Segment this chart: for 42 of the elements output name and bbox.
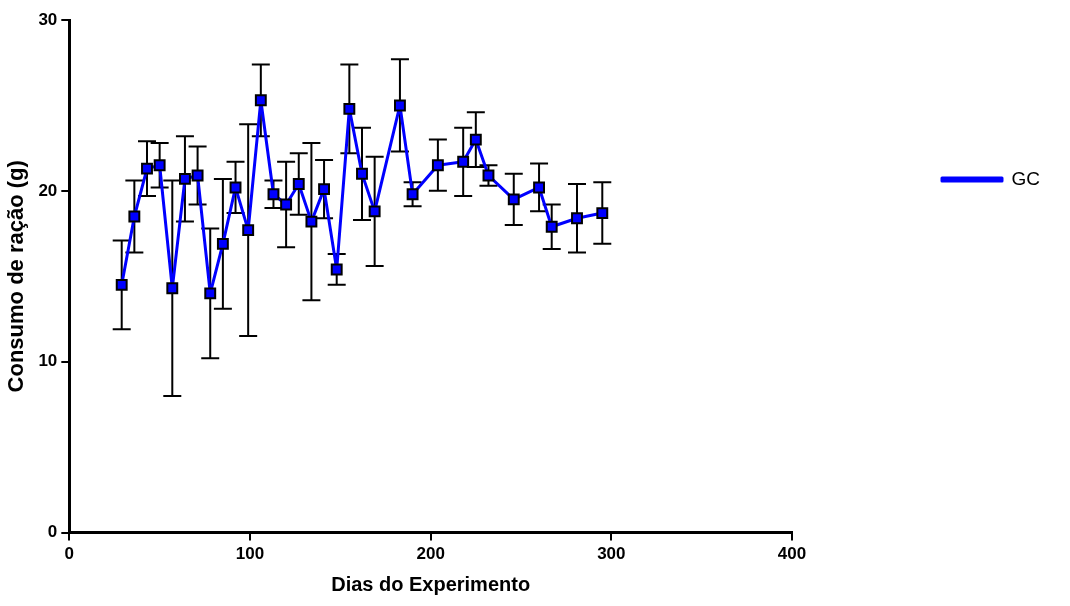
point — [356, 167, 368, 180]
point — [141, 162, 153, 175]
point — [431, 159, 444, 172]
x-tick-label: 100 — [235, 544, 265, 564]
point — [254, 94, 267, 107]
point — [545, 220, 558, 233]
point — [507, 193, 520, 206]
point — [292, 178, 305, 190]
y-tick-label: 30 — [38, 9, 58, 29]
point — [166, 282, 179, 295]
y-tick-label: 0 — [47, 522, 58, 542]
x-tick-label: 0 — [64, 544, 75, 564]
y-tick-label: 20 — [38, 180, 58, 200]
point — [242, 224, 255, 237]
point — [343, 102, 356, 115]
point — [596, 207, 609, 220]
point — [191, 169, 204, 182]
legend-label: GC — [1011, 167, 1040, 189]
point — [393, 99, 406, 112]
y-tick-label: 10 — [38, 351, 58, 371]
point — [330, 263, 343, 276]
point — [469, 133, 482, 146]
point — [368, 205, 381, 218]
point — [128, 210, 141, 223]
point — [153, 159, 166, 172]
point — [457, 155, 470, 168]
point — [280, 198, 293, 211]
point — [204, 287, 217, 300]
x-tick-label: 200 — [416, 544, 445, 564]
y-axis-title: Consumo de ração (g) — [3, 160, 29, 393]
point — [318, 183, 331, 196]
point — [178, 172, 191, 185]
point — [115, 278, 128, 291]
x-tick-label: 300 — [597, 544, 626, 564]
x-axis-title: Dias do Experimento — [331, 572, 531, 595]
point — [216, 237, 229, 250]
point — [533, 181, 546, 194]
point — [571, 212, 583, 225]
point — [305, 215, 318, 228]
point — [406, 188, 419, 201]
x-tick-label: 400 — [777, 544, 807, 564]
point — [267, 188, 280, 201]
